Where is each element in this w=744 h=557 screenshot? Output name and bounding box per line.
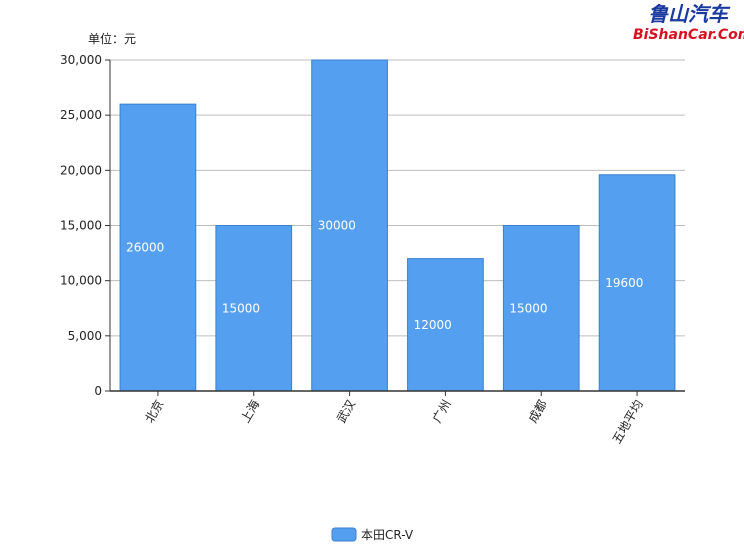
y-tick-label: 20,000 (60, 163, 102, 177)
bar-4[interactable] (502, 225, 580, 392)
bar-data-label: 30000 (318, 219, 356, 233)
y-tick-label: 25,000 (60, 108, 102, 122)
y-tick-label: 30,000 (60, 53, 102, 67)
bar-1[interactable] (215, 225, 293, 392)
y-tick-label: 15,000 (60, 219, 102, 233)
x-tick-label: 北京 (142, 398, 166, 426)
bar-data-label: 12000 (414, 318, 452, 332)
y-axis-ticks: 0 5,000 10,000 15,000 20,000 25,000 30,000 (60, 53, 110, 398)
legend-label-honda-crv: 本田CR-V (361, 528, 414, 542)
gridlines (110, 59, 685, 337)
y-tick-label: 10,000 (60, 274, 102, 288)
watermark-site: BiShanCar.Com (633, 27, 744, 43)
bar-data-label: 26000 (126, 241, 164, 255)
bars (119, 59, 676, 392)
bar-data-label: 15000 (509, 301, 547, 315)
legend[interactable]: 本田CR-V (331, 527, 414, 542)
x-tick-label: 成都 (526, 398, 550, 426)
x-axis-ticks: 北京 上海 武汉 广州 成都 五地平均 (142, 391, 646, 447)
x-tick-label: 武汉 (334, 398, 358, 426)
unit-label: 单位：元 (88, 31, 136, 46)
legend-swatch-honda-crv (331, 527, 357, 542)
bar-data-label: 19600 (605, 276, 643, 290)
x-tick-label: 上海 (237, 397, 262, 425)
x-tick-label: 五地平均 (610, 398, 646, 447)
y-tick-label: 0 (94, 384, 102, 398)
y-tick-label: 5,000 (68, 329, 102, 343)
watermark-title: 鲁山汽车 (648, 2, 731, 26)
x-tick-label: 广州 (430, 398, 454, 426)
bar-data-labels: 26000 15000 30000 12000 15000 19600 (126, 219, 643, 332)
bar-data-label: 15000 (222, 301, 260, 315)
bar-0[interactable] (119, 103, 197, 392)
bar-2[interactable] (311, 59, 388, 392)
